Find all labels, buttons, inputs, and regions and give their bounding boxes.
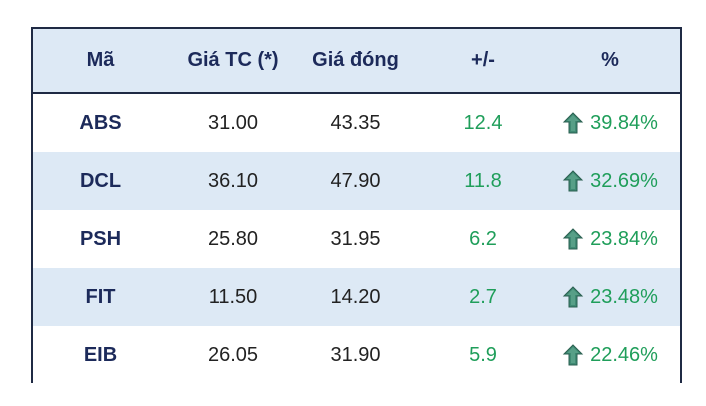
column-header-percent: % [601, 49, 619, 71]
ref-price: 25.80 [207, 227, 259, 250]
price-change: 5.9 [469, 343, 497, 366]
column-header-change: +/- [471, 49, 495, 71]
table-header: Mã Giá TC (*) Giá đóng +/- % [33, 29, 680, 94]
ref-price: 26.05 [207, 343, 259, 366]
up-arrow-icon [562, 170, 584, 192]
stock-code: ABS [79, 111, 122, 134]
percent-cell: 32.69% [533, 152, 687, 210]
stock-table: Mã Giá TC (*) Giá đóng +/- % ABS 31.00 4… [31, 27, 682, 384]
price-change: 11.8 [464, 169, 502, 192]
column-header-code: Mã [86, 49, 115, 71]
up-arrow-icon [562, 228, 584, 250]
table-row: FIT 11.50 14.20 2.7 23.48% [33, 268, 680, 326]
percent-change: 39.84% [590, 111, 658, 134]
price-change: 6.2 [469, 227, 497, 250]
stock-code: FIT [85, 285, 116, 308]
ref-price: 11.50 [208, 285, 258, 308]
price-change: 2.7 [469, 285, 497, 308]
close-price: 43.35 [330, 111, 381, 134]
stock-code: DCL [79, 169, 122, 192]
close-price: 31.90 [330, 343, 381, 366]
ref-price: 36.10 [207, 169, 259, 192]
column-header-ref-price: Giá TC (*) [187, 49, 279, 71]
percent-change: 23.84% [590, 227, 658, 250]
percent-change: 23.48% [590, 285, 658, 308]
close-price: 31.95 [330, 227, 381, 250]
table-row: PSH 25.80 31.95 6.2 23.84% [33, 210, 680, 268]
percent-cell: 39.84% [533, 94, 687, 152]
percent-cell: 23.48% [533, 268, 687, 326]
table-row: EIB 26.05 31.90 5.9 22.46% [33, 326, 680, 384]
table-row: DCL 36.10 47.90 11.8 32.69% [33, 152, 680, 210]
price-change: 12.4 [463, 111, 503, 134]
percent-cell: 22.46% [533, 326, 687, 384]
close-price: 14.20 [330, 285, 381, 308]
stock-code: EIB [83, 343, 118, 366]
up-arrow-icon [562, 344, 584, 366]
percent-cell: 23.84% [533, 210, 687, 268]
column-header-close-price: Giá đóng [312, 49, 399, 71]
up-arrow-icon [562, 112, 584, 134]
up-arrow-icon [562, 286, 584, 308]
stock-code: PSH [79, 227, 122, 250]
table-row: ABS 31.00 43.35 12.4 39.84% [33, 94, 680, 152]
percent-change: 32.69% [590, 169, 658, 192]
close-price: 47.90 [330, 169, 381, 192]
ref-price: 31.00 [207, 111, 259, 134]
percent-change: 22.46% [590, 343, 658, 366]
